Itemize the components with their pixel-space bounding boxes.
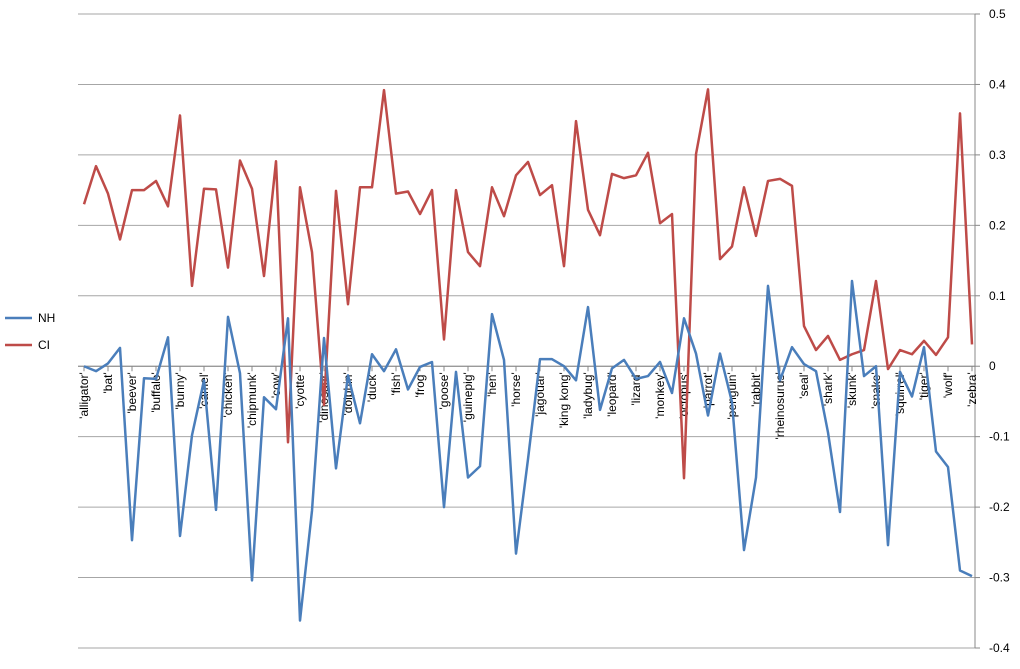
x-tick-label: 'lizard' xyxy=(629,372,643,405)
x-tick-label: 'king kong' xyxy=(557,372,571,428)
x-tick-label: 'horse' xyxy=(509,372,523,407)
y-tick-label: 0.5 xyxy=(989,7,1006,21)
x-tick-label: 'shark' xyxy=(821,372,835,406)
series-line xyxy=(83,279,973,622)
x-tick-label: 'snake' xyxy=(869,372,883,409)
x-tick-label: 'frog' xyxy=(413,372,427,397)
x-tick-label: 'seal' xyxy=(797,372,811,399)
x-tick-label: 'bat' xyxy=(101,372,115,393)
legend-label: CI xyxy=(38,338,50,352)
x-tick-label: 'buffalo' xyxy=(149,372,163,412)
series-line xyxy=(82,88,974,480)
y-tick-label: -0.3 xyxy=(989,571,1010,585)
y-tick-label: 0.4 xyxy=(989,77,1006,91)
x-tick-label: 'fish' xyxy=(389,372,403,395)
y-tick-label: 0 xyxy=(989,359,996,373)
x-tick-label: 'leopard' xyxy=(605,372,619,417)
x-tick-label: 'zebra' xyxy=(965,372,979,407)
y-tick-label: -0.4 xyxy=(989,641,1010,655)
x-tick-label: 'skunk' xyxy=(845,372,859,408)
x-tick-label: 'alligator' xyxy=(77,372,91,419)
y-tick-label: 0.3 xyxy=(989,148,1006,162)
y-tick-label: 0.2 xyxy=(989,218,1006,232)
x-tick-label: 'ladybug' xyxy=(581,372,595,419)
x-tick-label: 'wolf' xyxy=(941,372,955,398)
x-tick-label: 'hen' xyxy=(485,372,499,397)
x-tick-label: 'cyotte' xyxy=(293,372,307,409)
x-tick-label: 'chipmunk' xyxy=(245,372,259,428)
x-tick-label: 'goose' xyxy=(437,372,451,409)
y-tick-label: -0.1 xyxy=(989,430,1010,444)
x-tick-label: 'bunny' xyxy=(173,372,187,409)
x-tick-label: 'rheinosurus' xyxy=(773,372,787,439)
x-tick-label: 'monkey' xyxy=(653,372,667,419)
y-tick-label: 0.1 xyxy=(989,289,1006,303)
x-tick-label: 'rabbit' xyxy=(749,372,763,407)
legend-label: NH xyxy=(38,311,55,325)
x-tick-label: 'beever' xyxy=(125,372,139,413)
x-tick-label: 'guinepig' xyxy=(461,372,475,422)
y-tick-label: -0.2 xyxy=(989,500,1010,514)
